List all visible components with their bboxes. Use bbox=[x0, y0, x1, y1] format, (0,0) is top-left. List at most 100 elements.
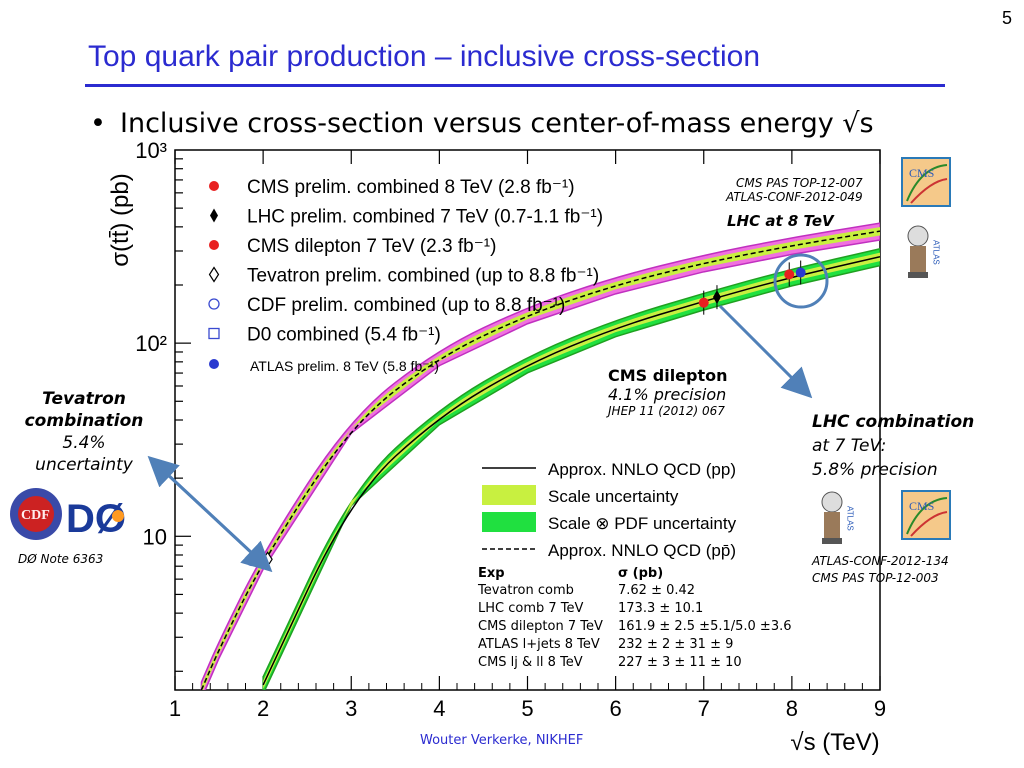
lhc8-label: LHC at 8 TeV bbox=[727, 212, 834, 230]
pp-central-line bbox=[262, 256, 880, 686]
legend-label: Tevatron prelim. combined (up to 8.8 fb⁻… bbox=[247, 266, 599, 287]
table-cell-sigma: 173.3 ± 10.1 bbox=[618, 601, 704, 616]
table-cell-exp: CMS lj & ll 8 TeV bbox=[478, 655, 583, 670]
legend-marker bbox=[208, 298, 220, 310]
data-point bbox=[698, 297, 709, 308]
chart-axes: 1 2 3 4 5 6 7 8 9 10 10² 10³ √s (TeV) σ(tt̄) (pb) bbox=[107, 138, 886, 756]
highlight-circle-8tev bbox=[773, 253, 829, 309]
legend-marker bbox=[209, 359, 219, 369]
legend-marker bbox=[209, 240, 219, 250]
y-tick-label: 10 bbox=[143, 524, 167, 549]
atlas-logo-2: ATLAS bbox=[821, 491, 855, 544]
bullet-icon: • bbox=[90, 108, 106, 139]
x-tick-label: 6 bbox=[610, 696, 622, 721]
d0-note: DØ Note 6363 bbox=[18, 552, 104, 566]
slide-title: Top quark pair production – inclusive cr… bbox=[88, 40, 760, 73]
table-cell-exp: ATLAS l+jets 8 TeV bbox=[478, 637, 600, 652]
table-row: CMS dilepton 7 TeV 161.9 ± 2.5 ±5.1/5.0 ±… bbox=[478, 618, 796, 636]
table-row: CMS lj & ll 8 TeV 227 ± 3 ± 11 ± 10 bbox=[478, 654, 796, 672]
table-cell-sigma: 227 ± 3 ± 11 ± 10 bbox=[618, 655, 742, 670]
tevatron-line1: Tevatron bbox=[42, 389, 126, 409]
d0-logo: DØ bbox=[66, 497, 126, 538]
y-axis-label: σ(tt̄) (pb) bbox=[107, 173, 134, 266]
legend-marker bbox=[208, 266, 220, 283]
results-table: Exp σ (pb) Tevatron comb 7.62 ± 0.42 LHC c… bbox=[478, 566, 796, 672]
atlas-logo-2-text: ATLAS bbox=[846, 506, 855, 531]
x-tick-label: 5 bbox=[521, 696, 533, 721]
cms-ref-1: CMS PAS TOP-12-007 bbox=[736, 176, 863, 190]
legend-swatch bbox=[482, 485, 536, 505]
slide-number: 5 bbox=[1001, 8, 1012, 28]
refs-bottom: ATLAS-CONF-2012-134 CMS PAS TOP-12-003 bbox=[812, 553, 949, 587]
atlas-logo: ATLAS bbox=[907, 225, 941, 278]
legend-label: CMS dilepton 7 TeV (2.3 fb⁻¹) bbox=[247, 236, 496, 257]
cms-logo-2: CMS bbox=[901, 490, 951, 540]
x-tick-label: 2 bbox=[257, 696, 269, 721]
legend-marker bbox=[209, 181, 219, 191]
band-legend-label: Scale uncertainty bbox=[548, 487, 679, 506]
lhc-comb-title: LHC combination bbox=[812, 412, 975, 432]
cms-logo: CMS bbox=[901, 157, 951, 207]
x-tick-label: 8 bbox=[786, 696, 798, 721]
table-row: LHC comb 7 TeV 173.3 ± 10.1 bbox=[478, 600, 796, 618]
cms-refs-top: CMS PAS TOP-12-007 ATLAS-CONF-2012-049 bbox=[726, 176, 863, 204]
bullet-text: Inclusive cross-section versus center-of… bbox=[120, 108, 874, 139]
cms-dilepton-precision: 4.1% precision bbox=[608, 385, 727, 404]
table-header-exp: Exp bbox=[478, 566, 505, 581]
lhc-comb-annotation: LHC combination at 7 TeV: 5.8% precision bbox=[812, 410, 974, 482]
table-cell-exp: CMS dilepton 7 TeV bbox=[478, 619, 603, 634]
cdf-logo-text: CDF bbox=[21, 508, 50, 523]
atlas-logo-text: ATLAS bbox=[932, 240, 941, 265]
arrow-tevatron-back bbox=[150, 458, 273, 573]
band-legend-label: Scale ⊗ PDF uncertainty bbox=[548, 514, 737, 533]
table-cell-sigma: 232 ± 2 ± 31 ± 9 bbox=[618, 637, 734, 652]
legend-label: D0 combined (5.4 fb⁻¹) bbox=[247, 325, 441, 346]
table-cell-sigma: 7.62 ± 0.42 bbox=[618, 583, 696, 598]
x-tick-label: 1 bbox=[169, 696, 181, 721]
annotation-arrows bbox=[147, 304, 813, 573]
footer-author: Wouter Verkerke, NIKHEF bbox=[420, 733, 584, 748]
legend-marker bbox=[210, 208, 218, 223]
x-tick-label: 9 bbox=[874, 696, 886, 721]
cms-ref-2: CMS PAS TOP-12-003 bbox=[812, 571, 939, 585]
table-cell-exp: Tevatron comb bbox=[478, 583, 574, 598]
atlas-ref-2: ATLAS-CONF-2012-134 bbox=[812, 554, 949, 568]
x-tick-label: 3 bbox=[345, 696, 357, 721]
data-point bbox=[795, 267, 806, 278]
cms-logo-text: CMS bbox=[909, 166, 934, 180]
y-tick-label: 10² bbox=[135, 331, 167, 356]
atlas-ref-1: ATLAS-CONF-2012-049 bbox=[726, 190, 863, 204]
legend-label: CMS prelim. combined 8 TeV (2.8 fb⁻¹) bbox=[247, 177, 575, 198]
tevatron-annotation: Tevatron combination 5.4% uncertainty bbox=[14, 388, 154, 476]
title-rule bbox=[85, 84, 945, 87]
cms-dilepton-annotation: CMS dilepton 4.1% precision JHEP 11 (201… bbox=[608, 366, 728, 418]
cdf-logo: CDF bbox=[10, 488, 62, 540]
table-header-row: Exp σ (pb) bbox=[478, 566, 796, 582]
tevatron-line2: combination bbox=[24, 411, 144, 431]
ppbar-pdf-band bbox=[200, 222, 880, 690]
data-point bbox=[712, 290, 721, 305]
legend-label: LHC prelim. combined 7 TeV (0.7-1.1 fb⁻¹… bbox=[247, 207, 603, 228]
ppbar-central-line bbox=[200, 230, 880, 690]
chart-legend: CMS prelim. combined 8 TeV (2.8 fb⁻¹) LHC… bbox=[208, 177, 737, 560]
data-point bbox=[784, 269, 795, 280]
legend-label: CDF prelim. combined (up to 8.8 fb⁻¹) bbox=[247, 295, 565, 316]
cms-dilepton-title: CMS dilepton bbox=[608, 366, 728, 385]
arrow-lhc-comb bbox=[718, 304, 813, 399]
x-tick-label: 4 bbox=[433, 696, 445, 721]
y-tick-label: 10³ bbox=[135, 138, 167, 163]
legend-swatch bbox=[482, 512, 536, 532]
legend-label: ATLAS prelim. 8 TeV (5.8 fb⁻¹) bbox=[250, 358, 439, 374]
band-legend-label: Approx. NNLO QCD (pp) bbox=[548, 460, 736, 479]
lhc-comb-line3: 5.8% precision bbox=[812, 460, 938, 480]
lhc-comb-line2: at 7 TeV: bbox=[812, 436, 887, 456]
bullet-point: • Inclusive cross-section versus center-o… bbox=[90, 108, 874, 139]
x-tick-label: 7 bbox=[698, 696, 710, 721]
table-cell-exp: LHC comb 7 TeV bbox=[478, 601, 584, 616]
legend-marker bbox=[208, 327, 220, 340]
table-header-sigma: σ (pb) bbox=[618, 566, 664, 581]
tevatron-line4: uncertainty bbox=[35, 455, 133, 475]
x-axis-label: √s (TeV) bbox=[790, 729, 879, 756]
cms-dilepton-ref: JHEP 11 (2012) 067 bbox=[608, 404, 725, 418]
